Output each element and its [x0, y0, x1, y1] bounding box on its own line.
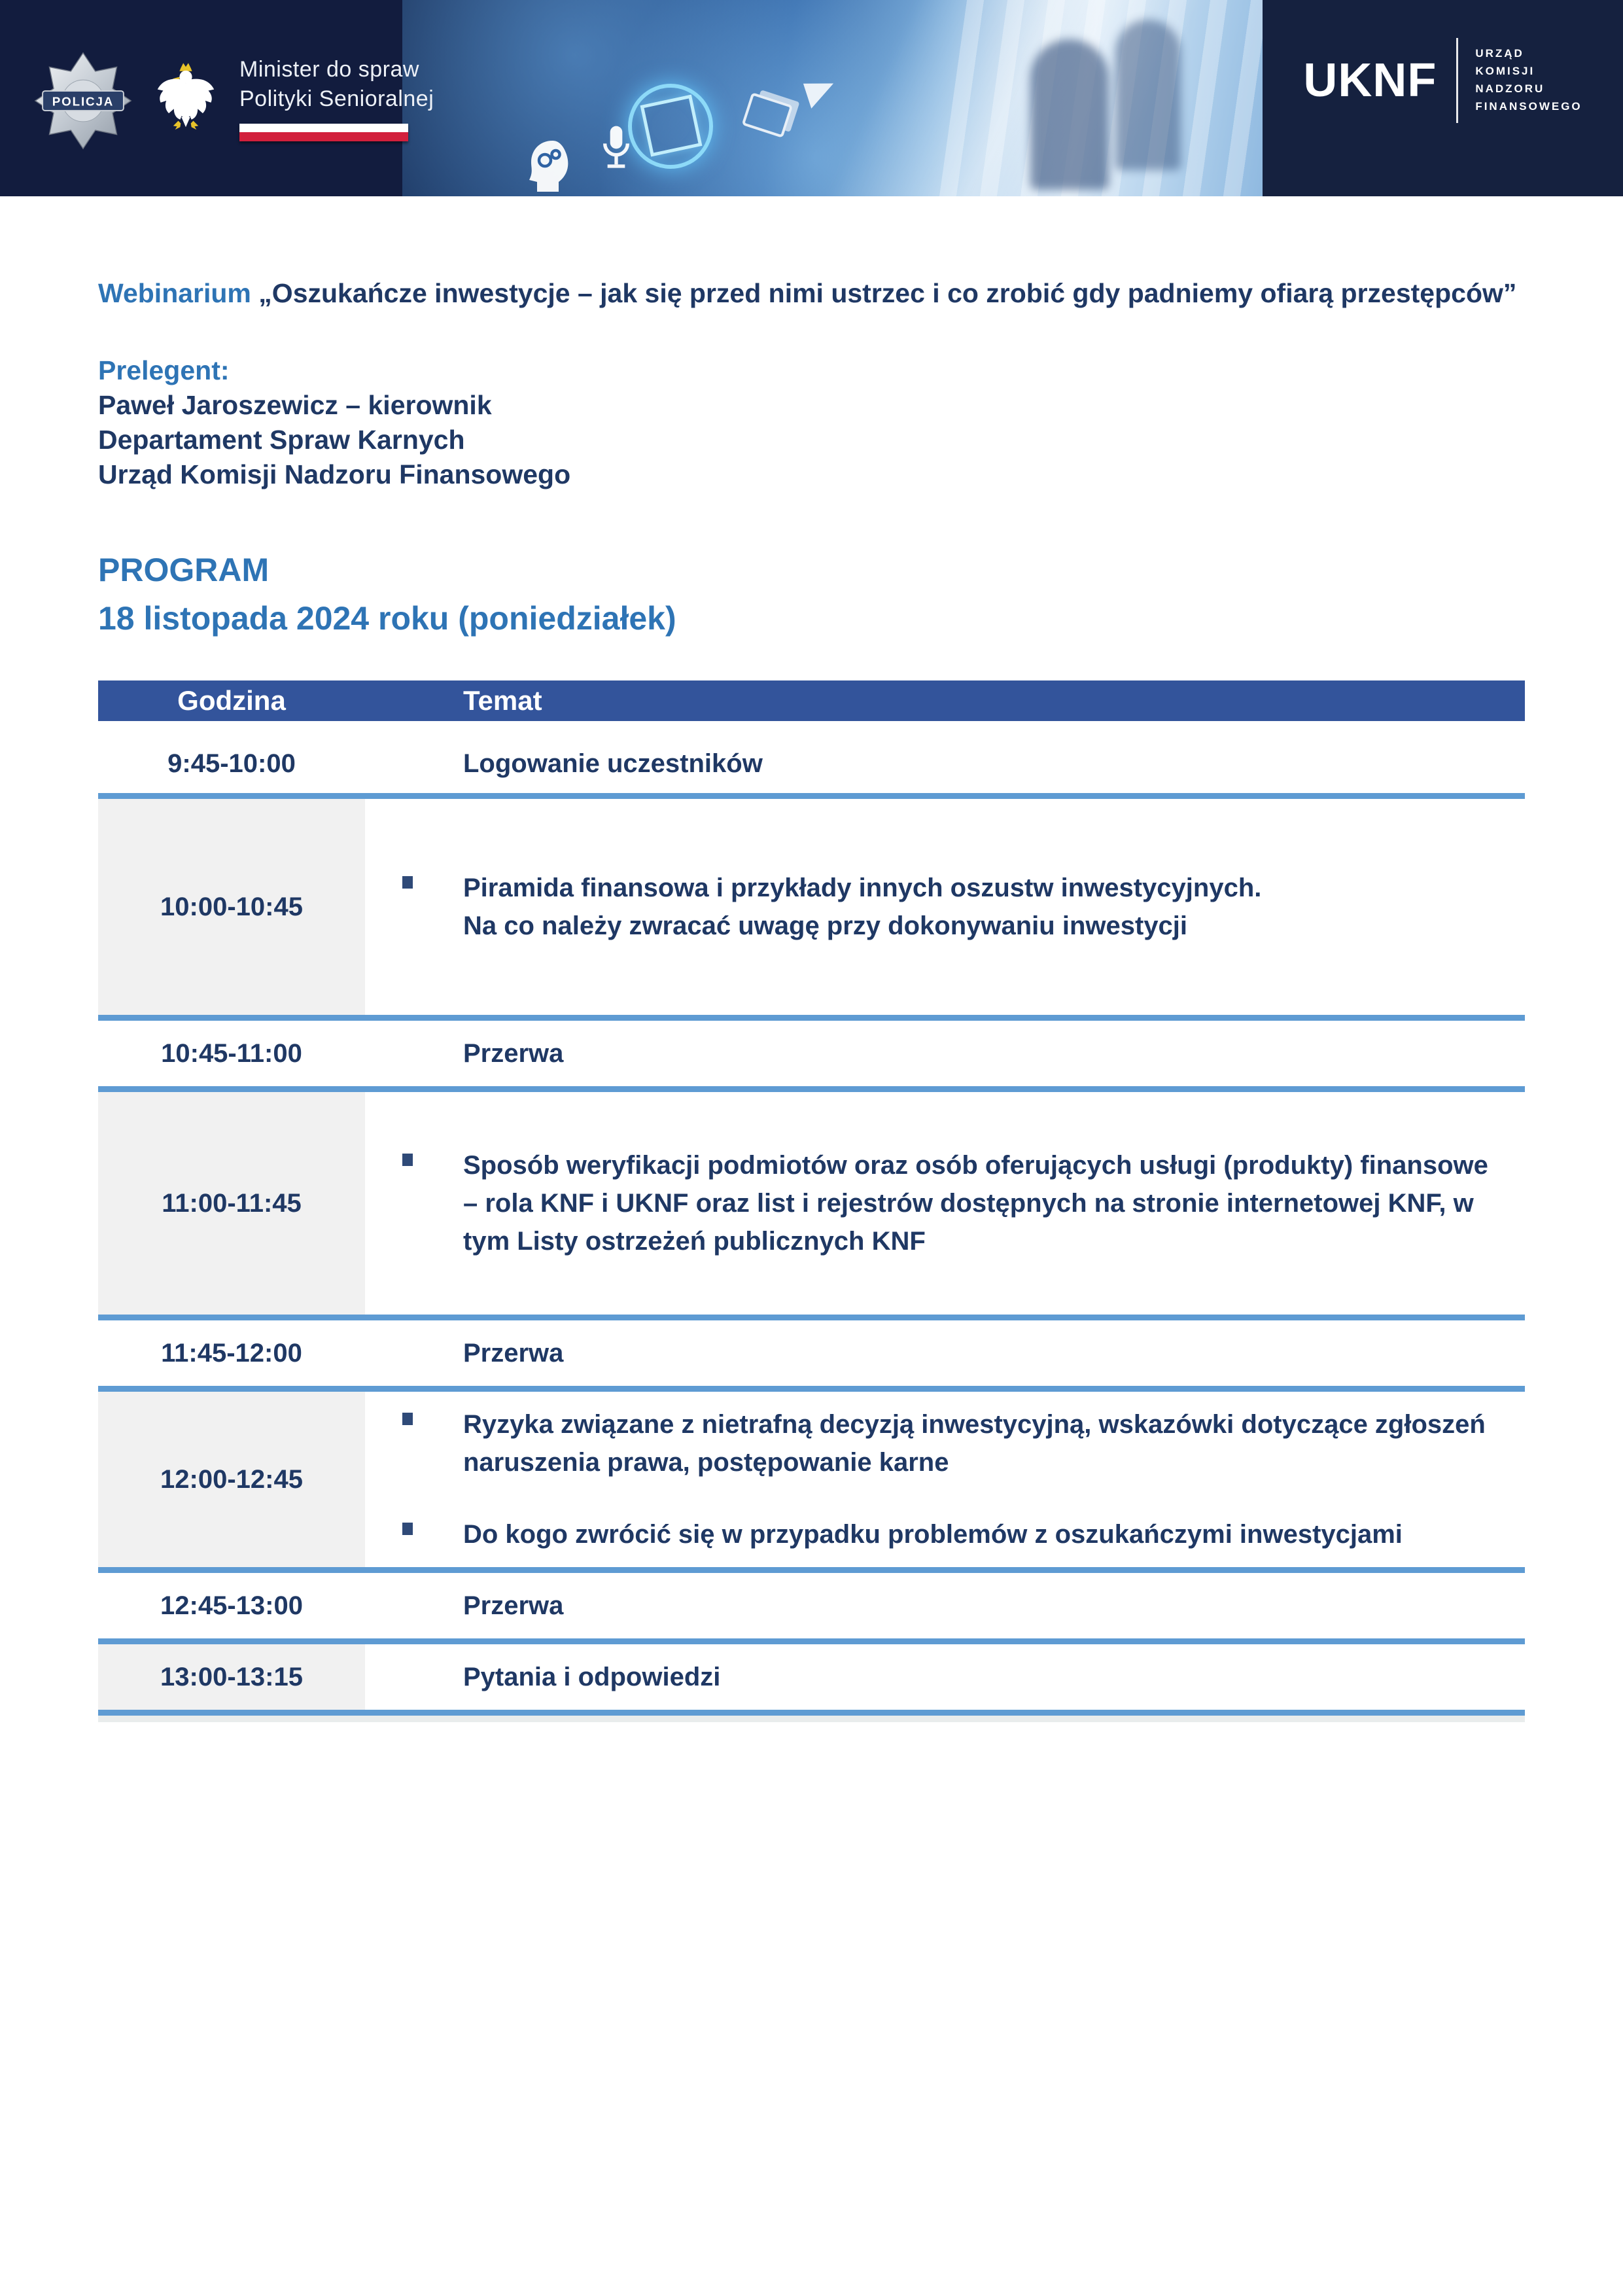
microphone-icon [603, 126, 629, 168]
flag-red-stripe [239, 132, 408, 141]
uknf-divider-line [1456, 37, 1459, 123]
uknf-name-line: NADZORU [1475, 82, 1545, 95]
time-cell: 10:00-10:45 [98, 799, 365, 1016]
topic-text: Piramida finansowa i przykłady innych os… [463, 874, 1262, 941]
time-cell: 9:45-10:00 [167, 749, 296, 778]
bullet-square-icon [402, 1523, 413, 1536]
uknf-abbreviation: UKNF [1303, 54, 1437, 107]
uknf-name-line: KOMISJI [1475, 65, 1535, 77]
topic-text: Do kogo zwrócić się w przypadku problemó… [463, 1520, 1403, 1549]
topic-cell: Przerwa [365, 1573, 1525, 1638]
topic-text: Pytania i odpowiedzi [463, 1663, 721, 1692]
row-separator [98, 1567, 1525, 1574]
column-header-time: Godzina [177, 685, 286, 716]
row-separator [98, 1015, 1525, 1021]
row-separator [98, 1710, 1525, 1716]
topic-cell: Logowanie uczestników [365, 734, 1525, 793]
row-separator [98, 793, 1525, 800]
schedule-row: 13:00-13:15 Pytania i odpowiedzi [98, 1644, 1525, 1710]
uknf-full-name: URZĄD KOMISJI NADZORU FINANSOWEGO [1475, 47, 1582, 113]
time-cell: 12:45-13:00 [160, 1591, 303, 1620]
table-end-strip [98, 1716, 1525, 1723]
policja-badge-label: POLICJA [52, 95, 114, 109]
person-silhouette-graphic [1115, 20, 1181, 170]
row-separator [98, 1315, 1525, 1321]
webinar-title-text: „Oszukańcze inwestycje – jak się przed n… [258, 278, 1517, 308]
uknf-name-line: FINANSOWEGO [1475, 100, 1582, 113]
time-cell: 11:45-12:00 [161, 1338, 302, 1368]
row-separator [98, 1638, 1525, 1645]
speaker-block: Prelegent: Paweł Jaroszewicz – kierownik… [98, 353, 1525, 492]
schedule-row: 12:00-12:45 Ryzyka związane z nietrafną … [98, 1392, 1525, 1568]
program-date: 18 listopada 2024 roku (poniedziałek) [98, 600, 676, 637]
topic-text: Przerwa [463, 1039, 564, 1069]
header-left-logos: POLICJA Minister do spraw Polityki Senio… [34, 0, 434, 196]
topic-text: Przerwa [463, 1339, 564, 1368]
schedule-header-row: Godzina Temat [98, 680, 1525, 722]
schedule-row: 9:45-10:00 Logowanie uczestników [98, 734, 1525, 793]
topic-cell: Piramida finansowa i przykłady innych os… [365, 799, 1525, 1015]
screen-square-icon [640, 94, 703, 157]
document-content: Webinarium „Oszukańcze inwestycje – jak … [0, 196, 1623, 1723]
program-heading: PROGRAM [98, 552, 270, 589]
time-cell: 11:00-11:45 [98, 1092, 365, 1315]
speaker-department: Departament Spraw Karnych [98, 425, 465, 455]
topic-text: Ryzyka związane z nietrafną decyzją inwe… [463, 1410, 1486, 1477]
webinar-title: Webinarium „Oszukańcze inwestycje – jak … [98, 274, 1525, 313]
paper-plane-icon [803, 75, 839, 109]
schedule-row: 10:00-10:45 Piramida finansowa i przykła… [98, 799, 1525, 1016]
time-cell: 10:45-11:00 [161, 1038, 302, 1068]
speaker-name: Paweł Jaroszewicz – kierownik [98, 390, 492, 421]
topic-cell: Przerwa [365, 1021, 1525, 1086]
time-cell: 13:00-13:15 [98, 1644, 365, 1710]
column-header-topic: Temat [463, 685, 542, 716]
bullet-square-icon [402, 1413, 413, 1426]
ministry-name-line1: Minister do spraw [239, 57, 419, 82]
topic-text: Logowanie uczestników [463, 749, 763, 779]
time-cell: 12:00-12:45 [98, 1392, 365, 1568]
poland-flag-bar [239, 124, 408, 141]
schedule-row: 12:45-13:00 Przerwa [98, 1573, 1525, 1638]
bullet-square-icon [402, 1154, 413, 1167]
header-collage-image [402, 0, 1263, 196]
row-separator [98, 1086, 1525, 1093]
documents-stack-icon [741, 92, 794, 138]
person-silhouette-graphic [1030, 39, 1109, 190]
schedule-row: 11:45-12:00 Przerwa [98, 1320, 1525, 1386]
topic-cell: Ryzyka związane z nietrafną decyzją inwe… [365, 1392, 1525, 1567]
speaker-label: Prelegent: [98, 355, 230, 386]
webinar-label: Webinarium [98, 278, 251, 308]
glowing-screen-icon [628, 84, 713, 169]
row-separator [98, 1386, 1525, 1392]
speaker-office: Urząd Komisji Nadzoru Finansowego [98, 459, 571, 490]
schedule-table: Godzina Temat 9:45-10:00 Logowanie uczes… [98, 680, 1525, 1723]
schedule-row: 11:00-11:45 Sposób weryfikacji podmiotów… [98, 1092, 1525, 1315]
topic-cell: Pytania i odpowiedzi [365, 1644, 1525, 1710]
topic-cell: Przerwa [365, 1320, 1525, 1386]
flag-white-stripe [239, 124, 408, 132]
topic-text: Przerwa [463, 1591, 564, 1621]
topic-text: Sposób weryfikacji podmiotów oraz osób o… [463, 1151, 1488, 1256]
policja-badge-icon: POLICJA [34, 52, 132, 150]
header-banner: POLICJA Minister do spraw Polityki Senio… [0, 0, 1623, 196]
head-gears-icon [529, 141, 568, 192]
program-heading-block: PROGRAM 18 listopada 2024 roku (poniedzi… [98, 546, 1525, 643]
ministry-name-line2: Polityki Senioralnej [239, 86, 434, 111]
uknf-name-line: URZĄD [1475, 47, 1524, 60]
table-spacer [98, 721, 1525, 734]
polish-eagle-icon [157, 63, 215, 130]
ministry-logo: Minister do spraw Polityki Senioralnej [239, 55, 434, 141]
topic-cell: Sposób weryfikacji podmiotów oraz osób o… [365, 1092, 1525, 1315]
uknf-logo: UKNF URZĄD KOMISJI NADZORU FINANSOWEGO [1263, 0, 1623, 196]
bullet-square-icon [402, 876, 413, 889]
schedule-row: 10:45-11:00 Przerwa [98, 1021, 1525, 1086]
